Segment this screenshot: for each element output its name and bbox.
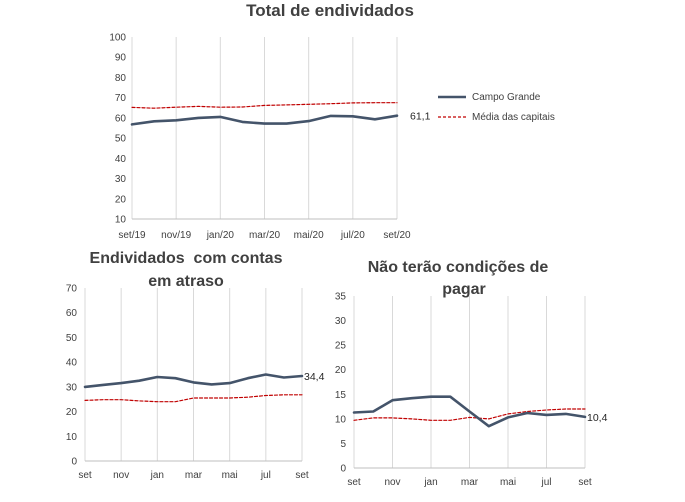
x-tick-label: jul [540, 477, 551, 488]
y-tick-label: 30 [115, 174, 127, 185]
chart-pagar-title-line2: pagar [442, 281, 486, 298]
x-tick-label: jul [260, 470, 271, 481]
y-tick-label: 30 [66, 382, 78, 393]
chart-total-title: Total de endividados [246, 1, 414, 20]
y-tick-label: 70 [115, 93, 127, 104]
legend-media-capitais-label: Média das capitais [472, 112, 555, 123]
y-tick-label: 50 [115, 134, 127, 145]
y-tick-label: 20 [335, 365, 347, 376]
series-line-media-capitais [131, 102, 398, 109]
series-line-campo-grande [83, 373, 304, 389]
y-tick-label: 15 [335, 390, 347, 401]
x-tick-label: mai/20 [294, 230, 324, 241]
y-tick-label: 40 [115, 154, 127, 165]
x-tick-label: nov [113, 470, 129, 481]
x-tick-label: mar [185, 470, 203, 481]
y-tick-label: 35 [335, 292, 347, 303]
series-line-media-capitais [353, 408, 586, 421]
chart-atraso-plot: 0 10 20 30 40 50 60 70 set nov jan mar mai jul set 34,4 [66, 284, 325, 482]
chart-atraso-title-line2: em atraso [148, 273, 224, 290]
y-tick-label: 80 [115, 73, 127, 84]
x-tick-label: jan/20 [206, 230, 235, 241]
chart-pagar: Não terão condições de pagar 0 5 10 15 20 25 3… [335, 259, 608, 488]
y-tick-label: 50 [66, 333, 78, 344]
y-tick-label: 30 [335, 316, 347, 327]
series-line-campo-grande [352, 395, 587, 428]
x-tick-label: jan [423, 477, 437, 488]
legend-campo-grande-label: Campo Grande [472, 92, 541, 103]
chart-total-legend: Campo Grande Média das capitais [438, 92, 555, 123]
y-tick-label: 20 [66, 407, 78, 418]
y-tick-label: 0 [340, 464, 346, 475]
end-value-label: 34,4 [304, 371, 325, 383]
y-tick-label: 10 [66, 432, 78, 443]
x-tick-label: mai [500, 477, 516, 488]
chart-pagar-plot: 0 5 10 15 20 25 30 35 set nov jan mar mai jul set 10,4 [335, 292, 608, 489]
chart-atraso: Endividados com contas em atraso 0 10 20 30… [66, 250, 325, 481]
y-tick-label: 60 [115, 113, 127, 124]
y-tick-label: 10 [115, 215, 127, 226]
y-tick-label: 40 [66, 358, 78, 369]
x-tick-label: mar/20 [249, 230, 281, 241]
x-tick-label: set [347, 477, 361, 488]
x-tick-label: set [578, 477, 592, 488]
x-tick-label: nov [384, 477, 400, 488]
series-line-media-capitais [84, 394, 303, 403]
x-tick-label: mar [461, 477, 479, 488]
chart-total: Total de endividados 1020304050607080901… [109, 1, 555, 241]
series-line-campo-grande [130, 114, 399, 126]
y-tick-label: 100 [109, 33, 126, 44]
end-value-label: 61,1 [410, 111, 431, 123]
x-tick-label: set/20 [383, 230, 411, 241]
y-tick-label: 10 [335, 414, 347, 425]
x-tick-label: set [78, 470, 92, 481]
chart-atraso-title-line1: Endividados com contas [90, 250, 283, 267]
x-tick-label: jan [150, 470, 164, 481]
chart-pagar-title-line1: Não terão condições de [368, 259, 549, 276]
y-tick-label: 20 [115, 194, 127, 205]
y-tick-label: 60 [66, 308, 78, 319]
y-tick-label: 70 [66, 284, 78, 295]
y-tick-label: 90 [115, 53, 127, 64]
y-tick-label: 0 [71, 457, 77, 468]
x-tick-label: mai [222, 470, 238, 481]
chart-total-plot: 10 20 30 40 50 60 70 80 90 100 set/19 nov/19 jan/20 m… [109, 33, 430, 242]
y-tick-label: 25 [335, 341, 347, 352]
y-tick-label: 5 [340, 439, 346, 450]
x-tick-label: nov/19 [161, 230, 191, 241]
x-tick-label: set [295, 470, 309, 481]
end-value-label: 10,4 [587, 412, 608, 424]
x-tick-label: jul/20 [340, 230, 365, 241]
x-tick-label: set/19 [118, 230, 146, 241]
